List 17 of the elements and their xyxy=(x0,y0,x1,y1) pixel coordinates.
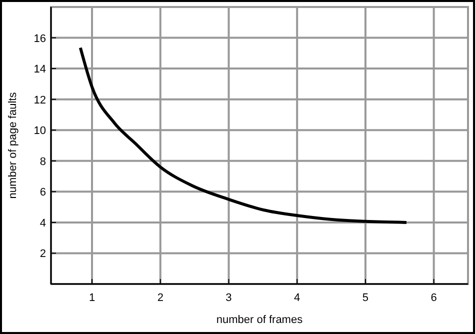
y-tick-label: 2 xyxy=(40,248,46,260)
y-tick-label: 8 xyxy=(40,156,46,168)
line-series xyxy=(78,46,408,224)
x-axis-title: number of frames xyxy=(216,314,304,326)
y-tick-label: 4 xyxy=(40,217,46,230)
y-tick-label: 10 xyxy=(34,125,46,138)
x-tick-label: 2 xyxy=(157,292,164,304)
x-tick-label: 1 xyxy=(88,292,96,304)
y-tick-label: 6 xyxy=(40,186,46,199)
y-tick-label: 12 xyxy=(34,94,46,106)
x-tick-label: 5 xyxy=(362,292,369,304)
y-tick-label: 16 xyxy=(34,32,46,45)
x-tick-label: 4 xyxy=(294,292,300,304)
y-axis-title: number of page faults xyxy=(7,92,19,199)
x-tick-label: 6 xyxy=(430,292,437,304)
y-tick-label: 14 xyxy=(34,64,46,76)
x-tick-label: 3 xyxy=(226,292,232,304)
